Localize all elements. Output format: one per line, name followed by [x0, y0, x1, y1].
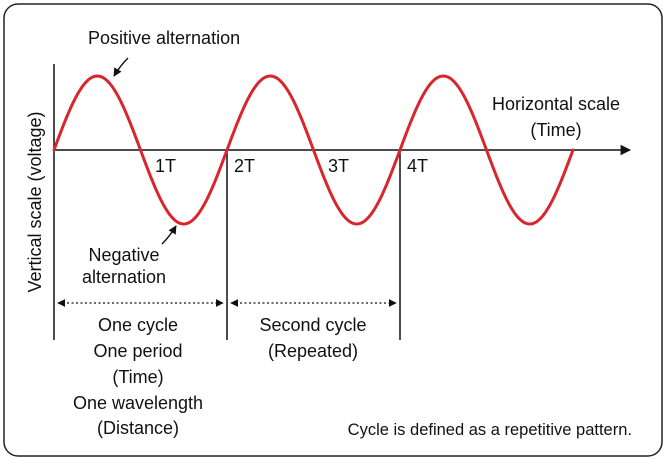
negative-alternation-label-line2: alternation [82, 267, 166, 287]
positive-alternation-pointer [113, 57, 129, 77]
first-cycle-distance-label: (Distance) [97, 418, 179, 438]
second-cycle-label: Second cycle [259, 315, 366, 335]
cycle-definition-footnote: Cycle is defined as a repetitive pattern… [348, 421, 632, 439]
tick-label-1t: 1T [155, 156, 176, 176]
sine-wave [52, 74, 575, 226]
diagram-frame [3, 3, 663, 457]
second-cycle-repeated-label: (Repeated) [268, 341, 358, 361]
first-cycle-label: One cycle [98, 315, 178, 335]
first-cycle-wavelength-label: One wavelength [73, 393, 203, 413]
tick-label-3t: 3T [328, 156, 349, 176]
first-cycle-period-label: One period [93, 341, 182, 361]
negative-alternation-label: Negative [88, 245, 159, 265]
horizontal-scale-unit: (Time) [530, 120, 581, 140]
tick-label-2t: 2T [234, 156, 255, 176]
negative-alternation-pointer [161, 225, 177, 245]
positive-alternation-label: Positive alternation [88, 28, 240, 48]
first-cycle-time-label: (Time) [112, 367, 163, 387]
horizontal-scale-label: Horizontal scale [492, 94, 620, 114]
vertical-scale-label: Vertical scale (voltage) [25, 111, 45, 292]
tick-label-4t: 4T [407, 156, 428, 176]
